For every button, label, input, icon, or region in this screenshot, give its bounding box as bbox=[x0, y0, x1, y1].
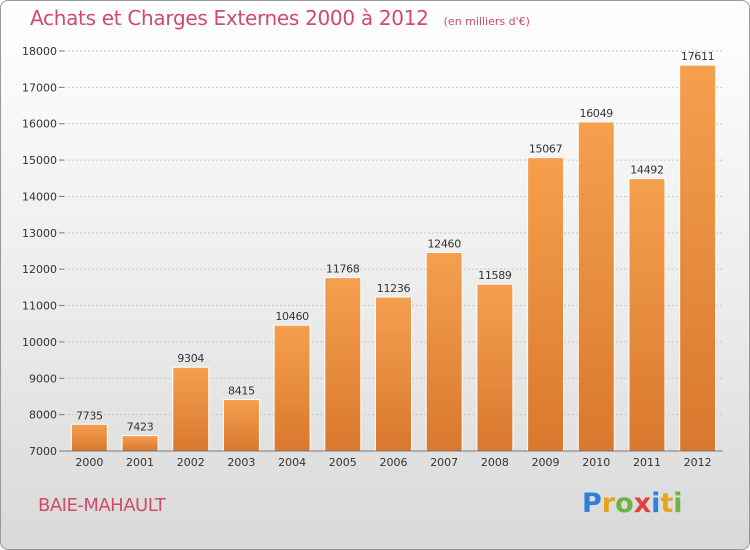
x-tick-label: 2010 bbox=[582, 456, 610, 469]
bar-value-label: 7423 bbox=[127, 421, 154, 434]
logo-letter: P bbox=[582, 488, 602, 519]
y-tick-label: 7000 bbox=[29, 445, 57, 458]
bar-2012 bbox=[679, 64, 717, 452]
x-tick-label: 2007 bbox=[430, 456, 458, 469]
chart-subtitle: (en milliers d'€) bbox=[443, 15, 530, 28]
bar-2001 bbox=[121, 435, 159, 452]
bar-2009 bbox=[527, 157, 565, 452]
bar-value-label: 14492 bbox=[630, 164, 664, 177]
data-labels: 7735 7423 9304 8415 10460 11768 11236 12460 1158… bbox=[76, 50, 715, 434]
bars bbox=[70, 64, 717, 452]
bar-value-label: 16049 bbox=[580, 107, 614, 120]
bar-2005 bbox=[324, 277, 362, 452]
x-tick-label: 2001 bbox=[126, 456, 154, 469]
x-tick-label: 2008 bbox=[481, 456, 509, 469]
y-tick-label: 9000 bbox=[29, 372, 57, 385]
y-tick-label: 10000 bbox=[22, 336, 57, 349]
bar-2011 bbox=[628, 178, 666, 452]
bar-value-label: 15067 bbox=[529, 143, 563, 156]
bar-value-label: 7735 bbox=[76, 409, 103, 422]
bar-value-label: 8415 bbox=[228, 385, 255, 398]
bar-value-label: 11236 bbox=[377, 282, 411, 295]
bar-2000 bbox=[70, 423, 108, 452]
logo-letter: x bbox=[633, 488, 652, 519]
logo-letter: r bbox=[601, 488, 616, 519]
y-tick-label: 14000 bbox=[22, 190, 57, 203]
y-tick-label: 8000 bbox=[29, 409, 57, 422]
bar-2002 bbox=[172, 366, 210, 452]
chart-title: Achats et Charges Externes 2000 à 2012 bbox=[30, 6, 429, 30]
bar-value-label: 10460 bbox=[275, 310, 309, 323]
bar-2010 bbox=[577, 121, 615, 452]
logo-letter: i bbox=[651, 488, 661, 519]
bar-2006 bbox=[375, 296, 412, 452]
bar-2003 bbox=[222, 399, 260, 452]
y-axis-ticks: 7000 8000 9000 10000 11000 12000 13000 14000 150… bbox=[22, 45, 64, 458]
commune-name: BAIE-MAHAULT bbox=[38, 495, 166, 516]
y-tick-label: 11000 bbox=[22, 300, 57, 313]
y-tick-label: 18000 bbox=[22, 45, 57, 58]
y-tick-label: 17000 bbox=[22, 81, 57, 94]
x-axis-ticks: 2000 2001 2002 2003 2004 2005 2006 2007 2008 2009… bbox=[75, 456, 711, 469]
y-tick-label: 12000 bbox=[22, 263, 57, 276]
x-tick-label: 2009 bbox=[532, 456, 560, 469]
x-tick-label: 2005 bbox=[329, 456, 357, 469]
x-tick-label: 2002 bbox=[177, 456, 205, 469]
proxiti-logo[interactable]: Proxiti bbox=[582, 488, 683, 519]
x-tick-label: 2004 bbox=[278, 456, 306, 469]
bar-value-label: 9304 bbox=[177, 352, 204, 365]
x-tick-label: 2011 bbox=[633, 456, 661, 469]
logo-letter: t bbox=[660, 488, 674, 519]
y-tick-label: 15000 bbox=[22, 154, 57, 167]
y-tick-label: 16000 bbox=[22, 118, 57, 131]
x-tick-label: 2012 bbox=[684, 456, 712, 469]
y-tick-label: 13000 bbox=[22, 227, 57, 240]
x-tick-label: 2003 bbox=[227, 456, 255, 469]
bar-value-label: 17611 bbox=[681, 50, 715, 63]
x-tick-label: 2000 bbox=[75, 456, 103, 469]
title-row: Achats et Charges Externes 2000 à 2012 (… bbox=[30, 6, 530, 30]
bar-2004 bbox=[273, 324, 311, 452]
logo-letter: i bbox=[673, 488, 683, 519]
x-tick-label: 2006 bbox=[380, 456, 408, 469]
bar-value-label: 12460 bbox=[427, 237, 461, 250]
bar-value-label: 11768 bbox=[326, 263, 360, 276]
bar-2008 bbox=[476, 283, 514, 452]
bar-value-label: 11589 bbox=[478, 269, 512, 282]
logo-letter: o bbox=[615, 488, 634, 519]
bar-2007 bbox=[425, 251, 463, 452]
